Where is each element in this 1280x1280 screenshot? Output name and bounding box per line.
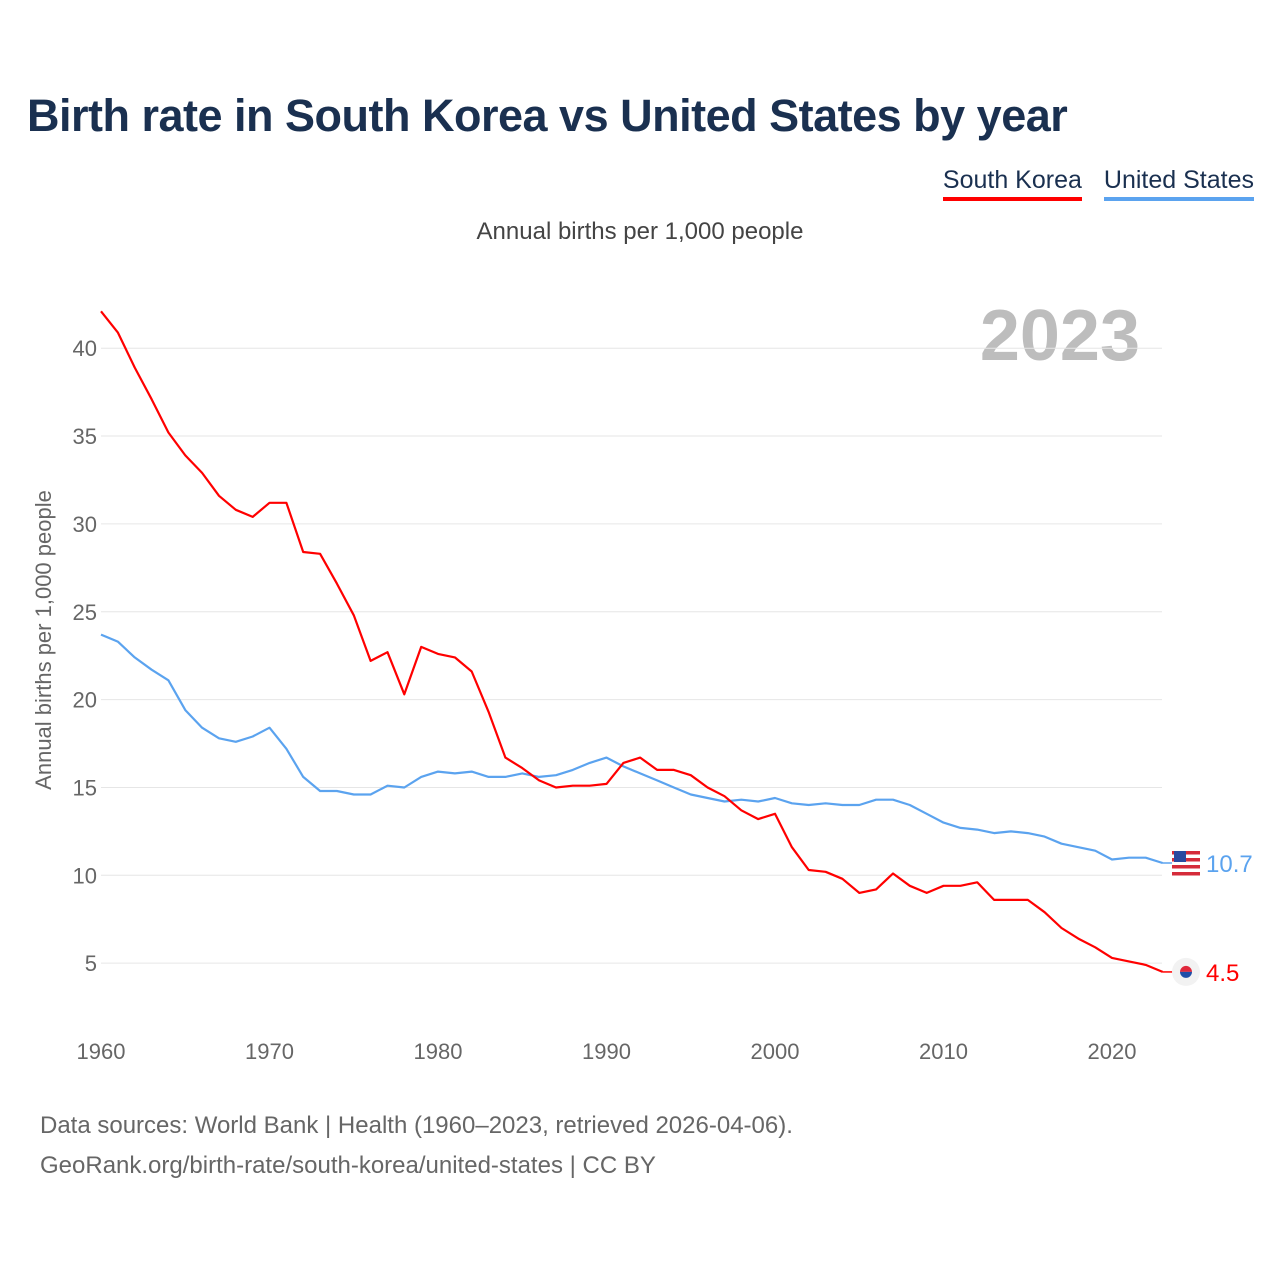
legend: South Korea United States — [942, 166, 1254, 201]
x-tick-label: 2010 — [919, 1039, 968, 1064]
us-flag-stripe — [1172, 865, 1200, 869]
y-tick-label: 25 — [73, 600, 97, 625]
data-source-text: Data sources: World Bank | Health (1960–… — [40, 1112, 793, 1139]
year-watermark: 2023 — [980, 296, 1140, 376]
footer: Data sources: World Bank | Health (1960–… — [40, 1106, 793, 1186]
y-tick-label: 20 — [73, 688, 97, 713]
y-tick-label: 10 — [73, 863, 97, 888]
x-tick-label: 2020 — [1088, 1039, 1137, 1064]
legend-item-united-states[interactable]: United States — [1103, 166, 1254, 201]
attribution-link[interactable]: GeoRank.org/birth-rate/south-korea/unite… — [40, 1152, 656, 1179]
legend-item-south-korea[interactable]: South Korea — [942, 166, 1082, 201]
y-tick-label: 30 — [73, 512, 97, 537]
x-tick-label: 1980 — [414, 1039, 463, 1064]
chart-title: Birth rate in South Korea vs United Stat… — [27, 90, 1068, 141]
x-tick-label: 1960 — [77, 1039, 126, 1064]
y-tick-label: 40 — [73, 336, 97, 361]
y-tick-label: 15 — [73, 775, 97, 800]
end-value-label: 4.5 — [1206, 960, 1239, 987]
kr-flag-taegeuk-bottom — [1180, 971, 1192, 978]
us-flag-stripe — [1172, 872, 1200, 876]
us-flag-canton — [1174, 851, 1186, 863]
chart-subtitle: Annual births per 1,000 people — [476, 218, 804, 245]
series-line-south-korea — [100, 310, 1164, 973]
x-tick-label: 2000 — [751, 1039, 800, 1064]
y-tick-label: 35 — [73, 424, 97, 449]
kr-flag-taegeuk-top — [1180, 965, 1192, 972]
x-tick-label: 1990 — [582, 1039, 631, 1064]
y-tick-label: 5 — [85, 951, 97, 976]
end-value-label: 10.7 — [1206, 851, 1253, 878]
series-line-united-states — [100, 633, 1163, 865]
y-axis-label: Annual births per 1,000 people — [31, 490, 56, 790]
x-tick-label: 1970 — [245, 1039, 294, 1064]
